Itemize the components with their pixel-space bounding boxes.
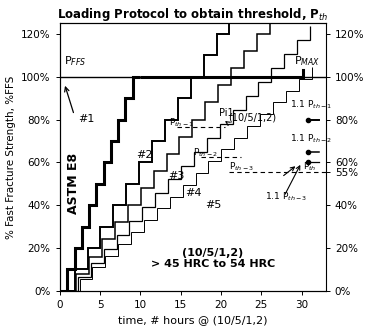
Text: P$_{MAX}$: P$_{MAX}$ (293, 54, 320, 68)
Text: P$_{th-2}$: P$_{th-2}$ (193, 147, 218, 159)
Text: #2: #2 (137, 150, 153, 160)
Text: P$_{th-1}$: P$_{th-1}$ (169, 117, 195, 129)
Text: ASTM E8: ASTM E8 (67, 153, 80, 214)
Text: #4: #4 (185, 188, 201, 198)
Text: #3: #3 (169, 171, 185, 181)
Title: Loading Protocol to obtain threshold, P$_{th}$: Loading Protocol to obtain threshold, P$… (57, 6, 329, 23)
Text: P$_{th-3}$: P$_{th-3}$ (229, 160, 254, 173)
Text: 1.1 P$_{th-2}$: 1.1 P$_{th-2}$ (289, 133, 332, 146)
Text: 1.1 P$_{th-1}$: 1.1 P$_{th-1}$ (289, 99, 332, 111)
Text: #5: #5 (205, 200, 221, 211)
Text: 1.1 P$_{th-3}$: 1.1 P$_{th-3}$ (265, 191, 308, 203)
Text: #1: #1 (78, 114, 95, 124)
Text: Pi1: Pi1 (219, 108, 234, 118)
Y-axis label: % Fast Fracture Strength, %FFS: % Fast Fracture Strength, %FFS (6, 75, 16, 239)
Text: (10/5/1,2)
> 45 HRC to 54 HRC: (10/5/1,2) > 45 HRC to 54 HRC (151, 248, 275, 269)
Text: P$_{th}$: P$_{th}$ (303, 161, 317, 173)
Text: P$_{FFS}$: P$_{FFS}$ (64, 54, 86, 68)
Text: (10/5/1,2): (10/5/1,2) (228, 113, 276, 122)
X-axis label: time, # hours @ (10/5/1,2): time, # hours @ (10/5/1,2) (118, 315, 268, 325)
